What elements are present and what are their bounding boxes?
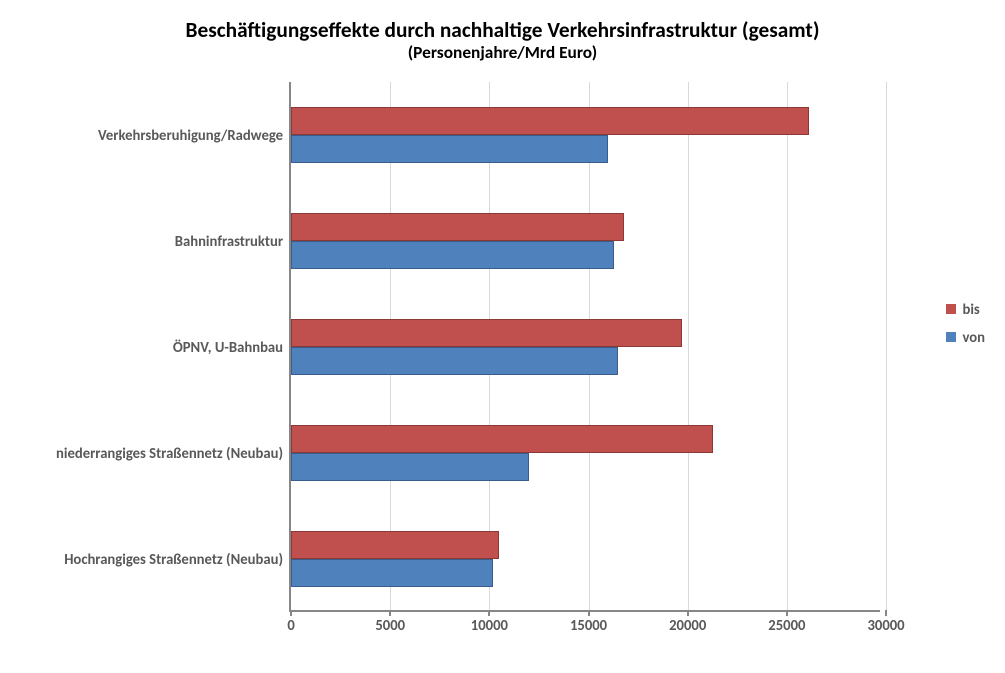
chart-container: Beschäftigungseffekte durch nachhaltige … [0, 0, 1005, 673]
x-axis-tick [588, 610, 590, 616]
y-axis-label: ÖPNV, U-Bahnbau [173, 338, 283, 356]
legend: bis von [946, 300, 985, 346]
x-axis-label: 20000 [669, 616, 706, 634]
x-axis-label: 30000 [867, 616, 904, 634]
y-axis-labels: Verkehrsberuhigung/Radwege Bahninfrastruk… [0, 82, 289, 612]
x-axis-label: 15000 [570, 616, 607, 634]
y-axis-label: Bahninfrastruktur [175, 232, 283, 250]
x-axis-label: 10000 [471, 616, 508, 634]
legend-swatch [946, 304, 956, 314]
bar-bis [291, 531, 499, 559]
x-axis-label: 0 [287, 616, 294, 634]
bar-von [291, 453, 529, 481]
legend-item: von [946, 328, 985, 346]
plot-outer: Verkehrsberuhigung/Radwege Bahninfrastruk… [0, 82, 880, 612]
plot-area: 050001000015000200002500030000 [289, 82, 880, 612]
bar-von [291, 135, 608, 163]
x-axis-tick [687, 610, 689, 616]
x-axis-label: 25000 [768, 616, 805, 634]
bar-von [291, 347, 618, 375]
legend-item: bis [946, 300, 985, 318]
gridline [886, 82, 887, 610]
y-axis-label: Verkehrsberuhigung/Radwege [98, 126, 283, 144]
x-axis-tick [885, 610, 887, 616]
gridline [688, 82, 689, 610]
x-axis-label: 5000 [375, 616, 405, 634]
gridline [787, 82, 788, 610]
x-axis-tick [389, 610, 391, 616]
bar-bis [291, 107, 809, 135]
y-axis-label: Hochrangiges Straßennetz (Neubau) [64, 550, 283, 568]
legend-label: bis [962, 300, 979, 318]
title-block: Beschäftigungseffekte durch nachhaltige … [0, 0, 1005, 62]
legend-swatch [946, 332, 956, 342]
bar-von [291, 559, 493, 587]
x-axis-tick [488, 610, 490, 616]
bar-bis [291, 425, 713, 453]
y-axis-label: niederrangiges Straßennetz (Neubau) [56, 444, 283, 462]
bar-von [291, 241, 614, 269]
legend-label: von [962, 328, 985, 346]
bar-bis [291, 319, 682, 347]
x-axis-tick [290, 610, 292, 616]
x-axis-tick [786, 610, 788, 616]
chart-title: Beschäftigungseffekte durch nachhaltige … [0, 18, 1005, 43]
chart-subtitle: (Personenjahre/Mrd Euro) [0, 43, 1005, 63]
bar-bis [291, 213, 624, 241]
